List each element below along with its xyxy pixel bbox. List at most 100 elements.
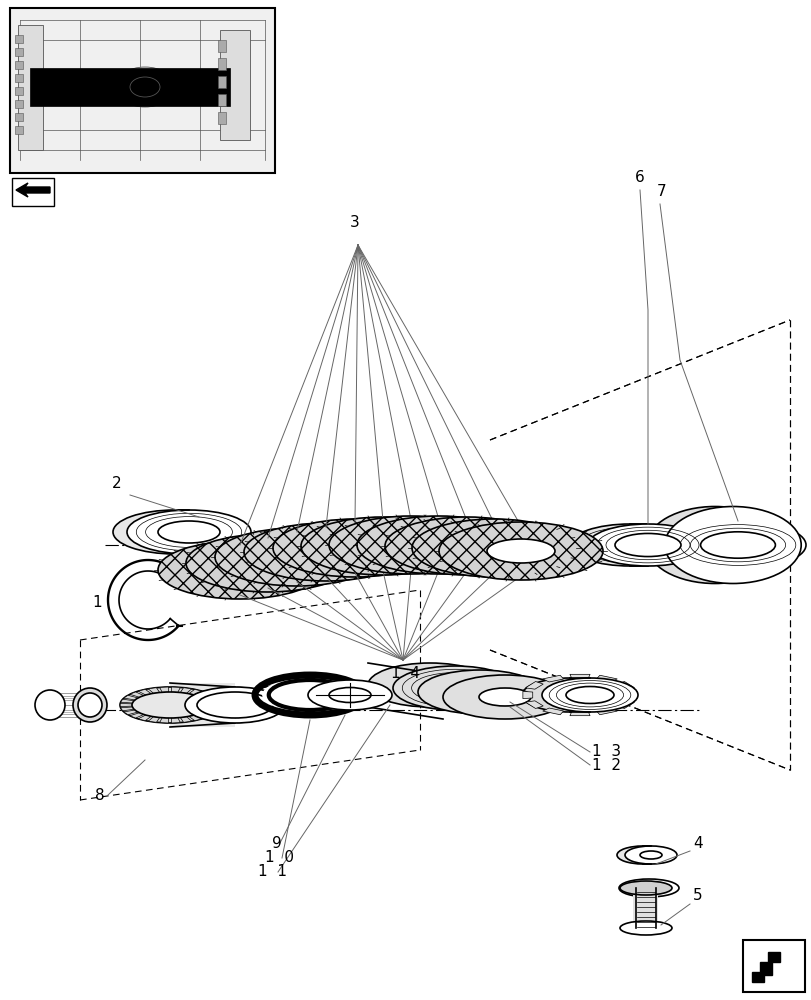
Ellipse shape bbox=[35, 690, 65, 720]
Ellipse shape bbox=[357, 516, 521, 574]
Polygon shape bbox=[130, 713, 144, 718]
Ellipse shape bbox=[393, 666, 517, 710]
Ellipse shape bbox=[596, 533, 663, 557]
Polygon shape bbox=[203, 689, 216, 695]
Ellipse shape bbox=[565, 686, 613, 704]
Text: 7: 7 bbox=[656, 184, 666, 199]
Ellipse shape bbox=[132, 692, 208, 718]
Polygon shape bbox=[124, 710, 138, 715]
Ellipse shape bbox=[418, 670, 541, 714]
Polygon shape bbox=[121, 699, 134, 703]
Polygon shape bbox=[525, 682, 543, 689]
Bar bbox=[633, 888, 657, 928]
Polygon shape bbox=[196, 692, 210, 697]
Polygon shape bbox=[254, 689, 267, 695]
Ellipse shape bbox=[272, 519, 436, 577]
Polygon shape bbox=[616, 701, 633, 708]
Text: 1  0: 1 0 bbox=[264, 850, 294, 865]
Polygon shape bbox=[596, 675, 616, 682]
Polygon shape bbox=[225, 687, 234, 692]
Polygon shape bbox=[196, 713, 210, 718]
Polygon shape bbox=[254, 715, 267, 721]
Text: 1: 1 bbox=[92, 595, 101, 610]
Ellipse shape bbox=[453, 683, 505, 701]
Polygon shape bbox=[16, 183, 50, 197]
Ellipse shape bbox=[443, 675, 566, 719]
Ellipse shape bbox=[460, 536, 527, 560]
Polygon shape bbox=[188, 715, 202, 721]
Ellipse shape bbox=[664, 506, 800, 584]
Bar bbox=[217, 94, 225, 106]
Polygon shape bbox=[189, 695, 203, 700]
Text: 5: 5 bbox=[692, 888, 702, 903]
Bar bbox=[30, 68, 230, 106]
Ellipse shape bbox=[428, 679, 480, 697]
Ellipse shape bbox=[405, 533, 473, 557]
Ellipse shape bbox=[624, 846, 676, 864]
Polygon shape bbox=[206, 699, 219, 703]
Bar bbox=[15, 35, 23, 43]
Ellipse shape bbox=[186, 534, 350, 592]
Ellipse shape bbox=[78, 693, 102, 717]
Polygon shape bbox=[616, 682, 633, 689]
Polygon shape bbox=[188, 689, 202, 695]
Ellipse shape bbox=[587, 524, 707, 566]
Polygon shape bbox=[542, 708, 563, 715]
Text: 3: 3 bbox=[350, 215, 359, 230]
Polygon shape bbox=[180, 717, 191, 722]
Ellipse shape bbox=[215, 528, 379, 586]
Polygon shape bbox=[213, 688, 225, 693]
Ellipse shape bbox=[158, 541, 322, 599]
Bar bbox=[217, 40, 225, 52]
Polygon shape bbox=[596, 708, 616, 715]
Polygon shape bbox=[171, 718, 180, 723]
Polygon shape bbox=[124, 695, 138, 700]
Ellipse shape bbox=[307, 680, 392, 710]
Ellipse shape bbox=[328, 516, 492, 574]
Ellipse shape bbox=[411, 519, 575, 577]
Polygon shape bbox=[189, 710, 203, 715]
Ellipse shape bbox=[376, 533, 444, 557]
Ellipse shape bbox=[620, 881, 672, 895]
Bar bbox=[15, 48, 23, 56]
Polygon shape bbox=[185, 703, 197, 707]
Ellipse shape bbox=[367, 663, 491, 707]
Polygon shape bbox=[186, 707, 199, 711]
Polygon shape bbox=[627, 691, 637, 699]
Ellipse shape bbox=[144, 521, 206, 543]
Bar bbox=[217, 76, 225, 88]
Text: 4: 4 bbox=[692, 836, 702, 851]
Polygon shape bbox=[195, 692, 208, 697]
Text: 6: 6 bbox=[634, 170, 644, 185]
Ellipse shape bbox=[404, 676, 456, 694]
Polygon shape bbox=[180, 688, 191, 693]
Ellipse shape bbox=[521, 678, 617, 712]
Polygon shape bbox=[261, 692, 275, 697]
Polygon shape bbox=[569, 712, 590, 716]
Bar bbox=[15, 113, 23, 121]
Polygon shape bbox=[569, 674, 590, 678]
Ellipse shape bbox=[620, 921, 672, 935]
Polygon shape bbox=[245, 717, 256, 722]
Ellipse shape bbox=[120, 687, 220, 723]
Ellipse shape bbox=[292, 540, 359, 564]
Ellipse shape bbox=[262, 678, 358, 712]
Text: 1  1: 1 1 bbox=[258, 864, 286, 879]
Bar bbox=[217, 58, 225, 70]
Polygon shape bbox=[267, 695, 281, 700]
Polygon shape bbox=[195, 713, 208, 718]
Polygon shape bbox=[213, 717, 225, 722]
Ellipse shape bbox=[487, 539, 554, 563]
Text: 2: 2 bbox=[112, 476, 122, 491]
Ellipse shape bbox=[616, 846, 668, 864]
Polygon shape bbox=[245, 688, 256, 693]
Polygon shape bbox=[236, 687, 245, 692]
Polygon shape bbox=[261, 713, 275, 718]
Ellipse shape bbox=[206, 558, 273, 582]
Ellipse shape bbox=[569, 524, 689, 566]
Polygon shape bbox=[225, 718, 234, 723]
Polygon shape bbox=[208, 703, 220, 707]
Text: 1  2: 1 2 bbox=[591, 758, 620, 773]
Ellipse shape bbox=[680, 532, 754, 558]
Polygon shape bbox=[272, 703, 285, 707]
